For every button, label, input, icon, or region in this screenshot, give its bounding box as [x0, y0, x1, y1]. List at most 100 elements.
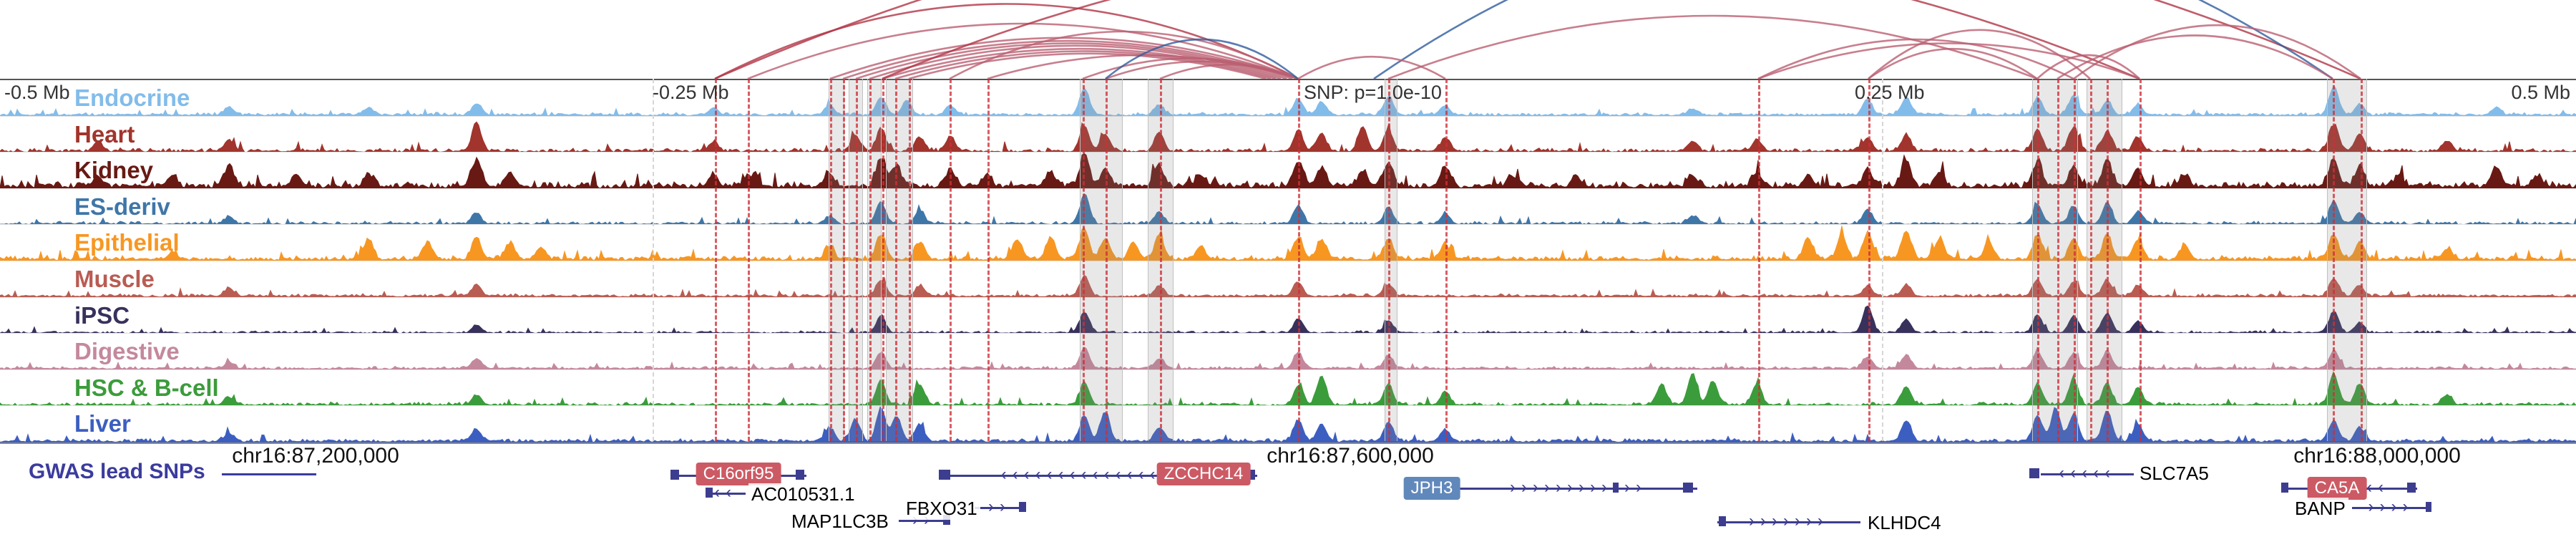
gene-label-ac010531.1: AC010531.1 — [748, 483, 858, 505]
signal-epithelial — [0, 226, 2576, 261]
track-label-heart: Heart — [74, 120, 135, 147]
gene-label-ca5a: CA5A — [2307, 477, 2367, 500]
gene-label-jph3: JPH3 — [1403, 477, 1460, 500]
tracks-area: Endocrine Heart Kidney ES-deriv Epithelial Mu… — [0, 79, 2576, 444]
signal-area — [0, 193, 2576, 225]
gene-exon — [2281, 483, 2288, 493]
signal-digestive — [0, 347, 2576, 369]
gene-strand-arrows: ›››››››››››› — [1510, 478, 1647, 497]
gwas-lead-snps-label: GWAS lead SNPs — [29, 460, 205, 483]
track-endocrine: Endocrine — [0, 80, 2576, 117]
gene-label-klhdc4: KLHDC4 — [1865, 512, 1944, 534]
gene-exon — [1019, 502, 1026, 512]
ruler-label: -0.5 Mb — [4, 82, 70, 103]
gene-label-slc7a5: SLC7A5 — [2137, 463, 2212, 485]
gene-exon — [670, 470, 679, 480]
ruler-label: SNP: p=1.0e-10 — [1304, 82, 1442, 103]
ruler-label: 0.25 Mb — [1855, 82, 1925, 103]
gene-exon — [1613, 483, 1619, 493]
signal-area — [0, 406, 2576, 442]
gene-strand-arrows: ‹‹‹‹‹ — [2059, 463, 2116, 483]
interaction-arc — [747, 22, 1299, 80]
gene-exon — [2426, 502, 2431, 512]
signal-area — [0, 85, 2576, 116]
gene-exon — [706, 488, 713, 498]
gene-line-jph3 — [1460, 488, 1697, 490]
interaction-arc — [949, 30, 1299, 80]
signal-area — [0, 153, 2576, 188]
signal-area — [0, 121, 2576, 153]
interaction-arc — [2036, 54, 2140, 79]
gene-exon — [1248, 470, 1255, 480]
track-label-kidney: Kidney — [74, 157, 154, 184]
interaction-arc — [1297, 55, 1446, 80]
signal-area — [0, 226, 2576, 261]
interaction-arc — [1868, 48, 2038, 80]
signal-area — [0, 274, 2576, 297]
interaction-arc — [1387, 14, 2038, 80]
interaction-arcs-canvas — [0, 0, 2576, 80]
track-digestive: Digestive — [0, 334, 2576, 370]
gene-label-fbxo31: FBXO31 — [903, 498, 980, 520]
gene-exon — [796, 470, 804, 480]
gene-exon — [939, 470, 950, 480]
interaction-arc — [1105, 38, 1299, 80]
gene-strand-arrows: ›› — [988, 497, 1011, 516]
track-label-endocrine: Endocrine — [74, 84, 190, 111]
gene-exon — [1683, 483, 1693, 493]
gene-exon — [943, 515, 950, 525]
interaction-arc — [882, 0, 2140, 80]
signal-es-deriv — [0, 193, 2576, 225]
track-label-digestive: Digestive — [74, 338, 180, 365]
gene-line-fbxo31 — [975, 507, 1025, 509]
interaction-arc — [2073, 24, 2361, 80]
genomic-coordinate-label: chr16:88,000,000 — [2293, 444, 2461, 468]
track-label-liver: Liver — [74, 410, 131, 437]
track-muscle: Muscle — [0, 261, 2576, 298]
gene-label-c16orf95: C16orf95 — [696, 463, 781, 485]
gene-line-ac010531.1 — [706, 493, 746, 495]
gene-line-klhdc4 — [1717, 521, 1860, 523]
track-epithelial: Epithelial — [0, 225, 2576, 261]
interaction-arc — [2057, 34, 2333, 80]
track-label-muscle: Muscle — [74, 265, 155, 292]
signal-area — [0, 305, 2576, 334]
interaction-arcs-svg — [714, 0, 2361, 80]
gene-strand-arrows: ››››››› — [1749, 511, 1829, 531]
track-liver: Liver — [0, 406, 2576, 442]
track-heart: Heart — [0, 117, 2576, 153]
interaction-arc — [1757, 38, 2074, 80]
interaction-arc — [908, 52, 1267, 80]
gene-label-banp: BANP — [2292, 498, 2348, 520]
gene-strand-arrows: ›››› — [2368, 497, 2414, 516]
track-hsc-b-cell: HSC & B-cell — [0, 370, 2576, 407]
track-es-deriv: ES-deriv — [0, 189, 2576, 226]
track-label-hsc-b-cell: HSC & B-cell — [74, 374, 219, 401]
track-label-epithelial: Epithelial — [74, 229, 180, 256]
signal-endocrine — [0, 85, 2576, 116]
track-ipsc: iPSC — [0, 298, 2576, 334]
gene-line-banp — [2352, 507, 2430, 509]
gene-label-map1lc3b: MAP1LC3B — [789, 511, 892, 533]
gene-exon — [1719, 516, 1726, 526]
signal-liver — [0, 406, 2576, 442]
track-label-ipsc: iPSC — [74, 301, 130, 329]
gene-strand-arrows: ‹‹ — [714, 483, 737, 502]
genomic-coordinate-label: chr16:87,600,000 — [1267, 444, 1434, 468]
gene-exon — [2407, 483, 2416, 493]
gene-label-zcchc14: ZCCHC14 — [1156, 463, 1251, 485]
ruler-label: -0.25 Mb — [653, 82, 729, 103]
interaction-arc — [1159, 63, 1299, 80]
gene-exon — [2029, 468, 2039, 478]
signal-ipsc — [0, 305, 2576, 334]
signal-kidney — [0, 153, 2576, 188]
gwas-lead-snps-track — [222, 473, 316, 475]
gene-line-slc7a5 — [2041, 473, 2134, 475]
signal-hsc-b-cell — [0, 370, 2576, 406]
signal-muscle — [0, 274, 2576, 297]
track-label-es-deriv: ES-deriv — [74, 193, 170, 220]
track-kidney: Kidney — [0, 153, 2576, 189]
interaction-arc — [1757, 42, 2140, 80]
interaction-arc — [714, 3, 1299, 80]
